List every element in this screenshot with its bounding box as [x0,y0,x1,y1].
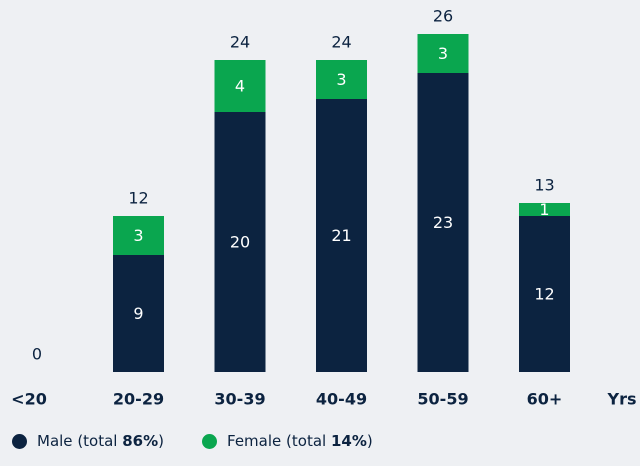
plot: 0 <20 9 3 12 20-29 20 4 24 30-39 21 3 24 40-49 23 3 26 50… [11,7,637,409]
segment-label: 21 [331,226,351,245]
legend-text: Male (total 86%) [37,432,164,450]
bar-segment [417,34,469,73]
bar-segment [519,216,570,372]
bar-segment [519,203,570,216]
bar-segment [113,216,164,255]
total-label: 24 [230,33,250,52]
x-tick-label: 40-49 [316,390,367,409]
bar-segment [316,99,367,372]
legend-item: Male (total 86%) [12,432,164,450]
x-tick-label: <20 [11,390,47,409]
bar-segment [417,73,469,372]
legend-name: Male [37,432,73,450]
segment-label: 3 [336,70,346,89]
segment-label: 9 [133,304,143,323]
legend-swatch [202,433,218,449]
x-tick-label: 20-29 [113,390,164,409]
bar-segment [316,60,367,99]
legend-item: Female (total 14%) [202,432,373,450]
total-label: 24 [331,33,351,52]
x-axis-unit: Yrs [607,390,637,409]
legend-share: 14% [330,432,367,450]
segment-label: 23 [433,213,453,232]
legend-note: (total [286,432,327,450]
segment-label: 3 [438,44,448,63]
legend: Male (total 86%) Female (total 14%) [12,432,373,450]
total-label: 13 [534,176,554,195]
bar-segment [214,112,266,372]
x-tick-label: 50-59 [417,390,468,409]
total-label: 0 [32,345,42,364]
legend-text: Female (total 14%) [227,432,373,450]
x-tick-label: 60+ [527,390,563,409]
legend-swatch [12,433,27,449]
x-tick-label: 30-39 [214,390,265,409]
total-label: 26 [433,7,453,26]
legend-note: (total [77,432,118,450]
legend-share: 86% [122,432,159,450]
legend-note: ) [158,432,165,450]
segment-label: 1 [539,200,549,219]
total-label: 12 [128,189,148,208]
segment-label: 3 [133,226,143,245]
bar-segment [113,255,164,372]
legend-note: ) [366,432,373,450]
bar-segment [214,60,266,112]
segment-label: 12 [534,285,554,304]
segment-label: 20 [230,233,250,252]
legend-name: Female [227,432,282,450]
segment-label: 4 [235,77,245,96]
